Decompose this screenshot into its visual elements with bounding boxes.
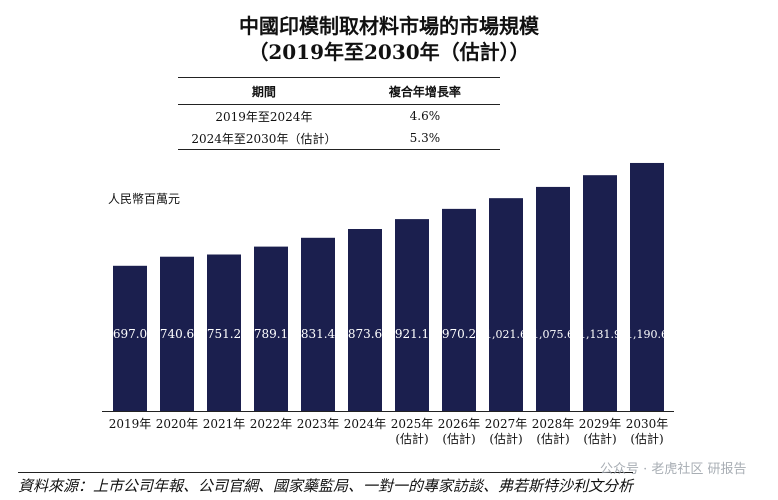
table-row: 2019年至2024年 4.6% — [178, 105, 500, 128]
category-label-11-1: (估計) — [630, 431, 663, 446]
category-label-8-1: (估計) — [489, 431, 522, 446]
bar-9 — [536, 186, 570, 411]
value-label-6: 921.1 — [395, 327, 429, 341]
bar-0 — [113, 265, 147, 411]
value-label-3: 789.1 — [254, 327, 288, 341]
category-label-10-1: (估計) — [583, 431, 616, 446]
category-label-5-0: 2024年 — [344, 417, 387, 431]
category-label-10-0: 2029年 — [579, 417, 622, 431]
bar-11 — [630, 162, 664, 411]
value-label-1: 740.6 — [160, 327, 194, 341]
category-label-7-1: (估計) — [442, 431, 475, 446]
bar-6 — [395, 219, 429, 411]
cagr-rate: 4.6% — [409, 109, 441, 123]
cagr-period: 2019年至2024年 — [215, 109, 313, 124]
category-label-0-0: 2019年 — [109, 417, 152, 431]
category-label-9-0: 2028年 — [532, 417, 575, 431]
source-note: 資料來源：上市公司年報、公司官網、國家藥監局、一對一的專家訪談、弗若斯特沙利文分… — [18, 472, 634, 496]
value-label-8: 1,021.6 — [485, 328, 527, 341]
category-label-11-0: 2030年 — [626, 417, 669, 431]
cagr-rate: 5.3% — [349, 127, 500, 150]
category-label-3-0: 2022年 — [250, 417, 293, 431]
table-row: 2024年至2030年（估計） 5.3% — [178, 127, 500, 150]
bar-10 — [583, 175, 617, 411]
category-label-6-0: 2025年 — [391, 417, 434, 431]
value-label-2: 751.2 — [207, 327, 241, 341]
category-label-7-0: 2026年 — [438, 417, 481, 431]
cagr-period: 2024年至2030年（估計） — [178, 127, 350, 150]
category-label-8-0: 2027年 — [485, 417, 528, 431]
bar-8 — [489, 198, 523, 411]
bar-4 — [301, 237, 335, 411]
value-label-0: 697.0 — [113, 327, 147, 341]
category-label-9-1: (估計) — [536, 431, 569, 446]
cagr-header-rate: 複合年增長率 — [349, 77, 500, 105]
bar-5 — [348, 229, 382, 411]
chart-title: 中國印模制取材料市場的市場規模 — [239, 14, 539, 38]
value-label-11: 1,190.6 — [626, 328, 668, 341]
bar-7 — [442, 208, 476, 411]
value-label-9: 1,075.6 — [532, 328, 574, 341]
value-label-5: 873.6 — [348, 327, 382, 341]
cagr-header-row: 期間 複合年增長率 — [178, 77, 500, 105]
chart-subtitle: （2019年至2030年（估計）） — [248, 40, 530, 64]
category-label-1-0: 2020年 — [156, 417, 199, 431]
value-label-10: 1,131.9 — [579, 328, 621, 341]
unit-label: 人民幣百萬元 — [108, 192, 181, 206]
watermark: 公众号 · 老虎社区 研报告 — [600, 462, 747, 477]
cagr-table: 期間 複合年增長率 2019年至2024年 4.6% 2024年至2030年（估… — [178, 77, 500, 150]
bar-3 — [254, 246, 288, 411]
category-label-4-0: 2023年 — [297, 417, 340, 431]
bar-1 — [160, 256, 194, 411]
category-label-2-0: 2021年 — [203, 417, 246, 431]
value-label-4: 831.4 — [301, 327, 336, 341]
category-label-6-1: (估計) — [395, 431, 428, 446]
value-label-7: 970.2 — [442, 327, 476, 341]
cagr-header-period: 期間 — [178, 77, 350, 105]
bar-2 — [207, 254, 241, 411]
